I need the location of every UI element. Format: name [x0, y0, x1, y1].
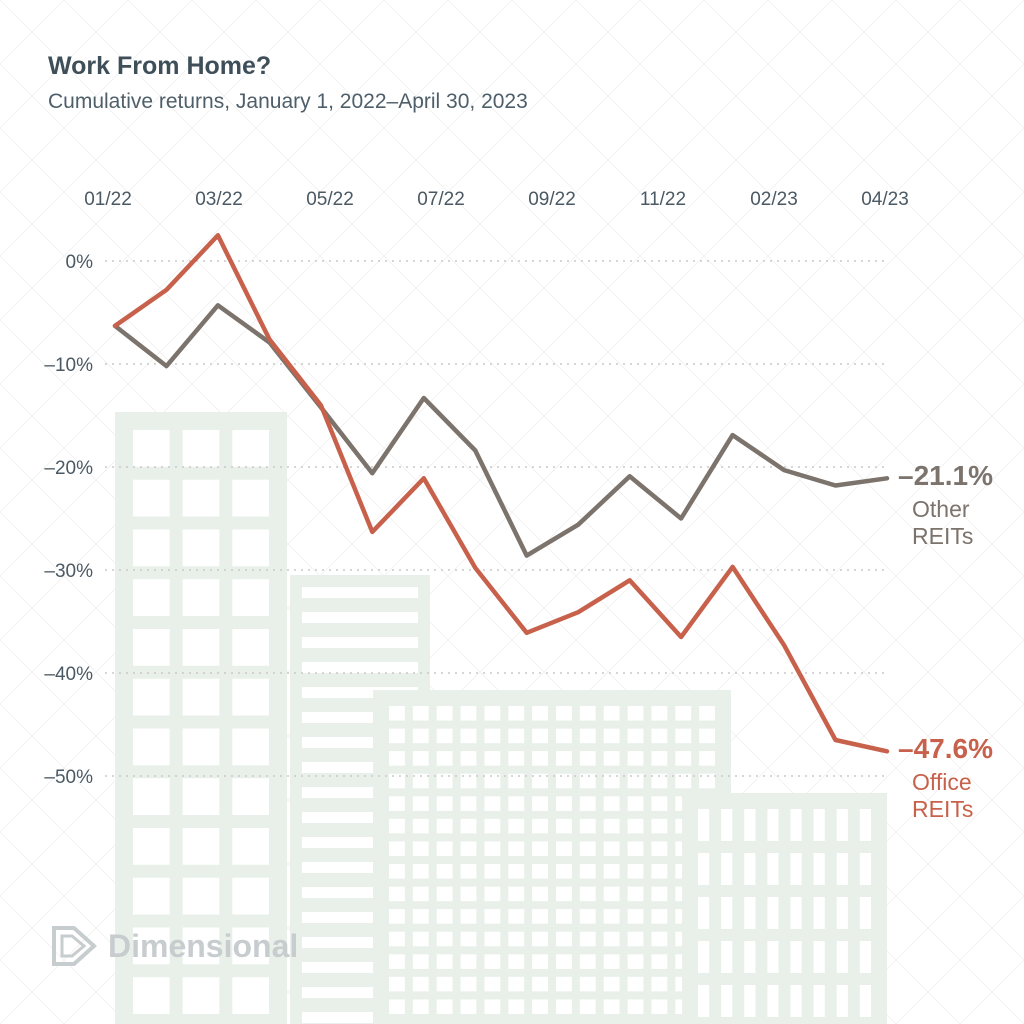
x-tick-label: 11/22: [640, 189, 686, 210]
series-line-other: [112, 303, 890, 558]
y-tick-label: 0%: [66, 252, 94, 273]
y-tick-label: –20%: [44, 458, 93, 479]
y-tick-label: –30%: [44, 561, 93, 582]
series-name-office: Office: [912, 769, 972, 796]
end-value-other: –21.1%: [898, 460, 993, 492]
x-tick-label: 02/23: [750, 189, 798, 210]
series-line-office: [112, 233, 890, 754]
x-tick-label: 05/22: [306, 189, 354, 210]
building-small: [682, 793, 887, 1024]
dimensional-logo-text: Dimensional: [108, 927, 299, 964]
y-tick-label: –40%: [44, 664, 93, 685]
series-name-other: Other: [912, 496, 970, 523]
series-name-office: REITs: [912, 796, 974, 823]
building-wide: [373, 690, 731, 1024]
x-tick-label: 09/22: [528, 189, 576, 210]
buildings-illustration: [115, 412, 887, 1024]
dimensional-logo: Dimensional: [50, 922, 298, 970]
x-tick-label: 03/22: [195, 189, 243, 210]
series-name-other: REITs: [912, 523, 974, 550]
chart-title: Work From Home?: [48, 52, 272, 80]
end-label-office: –47.6% Office REITs: [898, 733, 993, 823]
chart-subtitle: Cumulative returns, January 1, 2022–Apri…: [48, 90, 528, 113]
dimensional-logo-icon: [52, 926, 97, 966]
y-tick-label: –10%: [44, 355, 93, 376]
x-tick-label: 01/22: [84, 189, 132, 210]
x-tick-label: 07/22: [417, 189, 465, 210]
building-tall: [115, 412, 287, 1024]
end-value-office: –47.6%: [898, 733, 993, 765]
y-tick-label: –50%: [44, 767, 93, 788]
end-label-other: –21.1% Other REITs: [898, 460, 993, 550]
x-tick-label: 04/23: [861, 189, 909, 210]
